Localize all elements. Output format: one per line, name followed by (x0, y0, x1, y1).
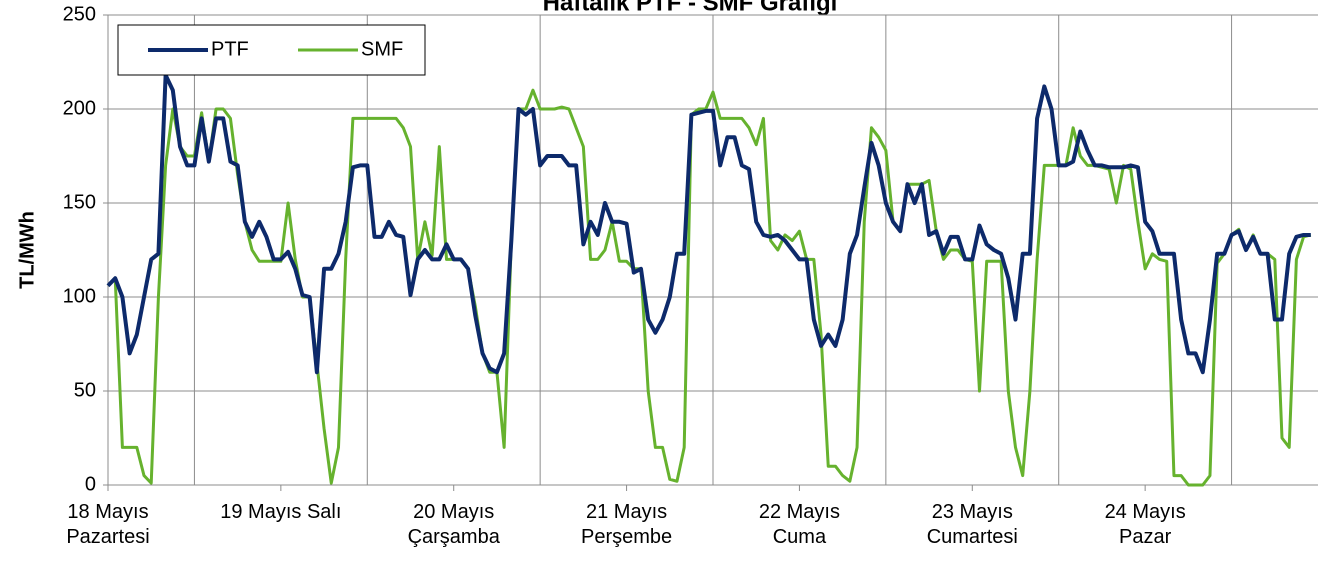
line-series (106, 88, 1312, 487)
y-tick-label: 0 (85, 473, 96, 495)
y-tick-label: 150 (63, 191, 96, 213)
x-tick-label: 24 Mayıs Pazar (1104, 501, 1186, 548)
y-tick-label: 200 (63, 97, 96, 119)
x-tick-label: 20 Mayıs Çarşamba (407, 501, 500, 548)
legend: PTF SMF (117, 24, 426, 76)
y-tick-label: 250 (63, 3, 96, 25)
chart-title: Haftalık PTF - SMF Grafiği (543, 0, 838, 16)
x-tick-label: 23 Mayıs Cumartesi (926, 501, 1018, 548)
x-tick-label: 21 Mayıs Perşembe (580, 501, 673, 548)
x-tick-label: 22 Mayıs Cuma (758, 501, 840, 548)
x-tick-label: 19 Mayıs Salı (220, 501, 342, 523)
y-tick-label: 50 (74, 379, 96, 401)
y-axis-label: TL/MWh (16, 211, 38, 289)
y-tick-label: 100 (63, 285, 96, 307)
x-tick-label: 18 Mayıs Pazartesi (66, 501, 150, 548)
legend-label: SMF (361, 38, 403, 60)
line-series (106, 73, 1311, 375)
legend-label: PTF (211, 38, 249, 60)
